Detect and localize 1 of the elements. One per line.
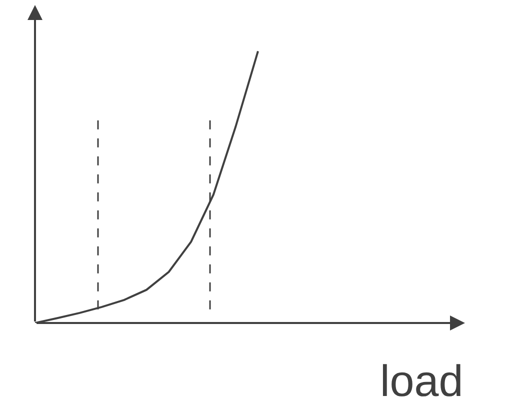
x-axis-title: load: [380, 357, 464, 406]
